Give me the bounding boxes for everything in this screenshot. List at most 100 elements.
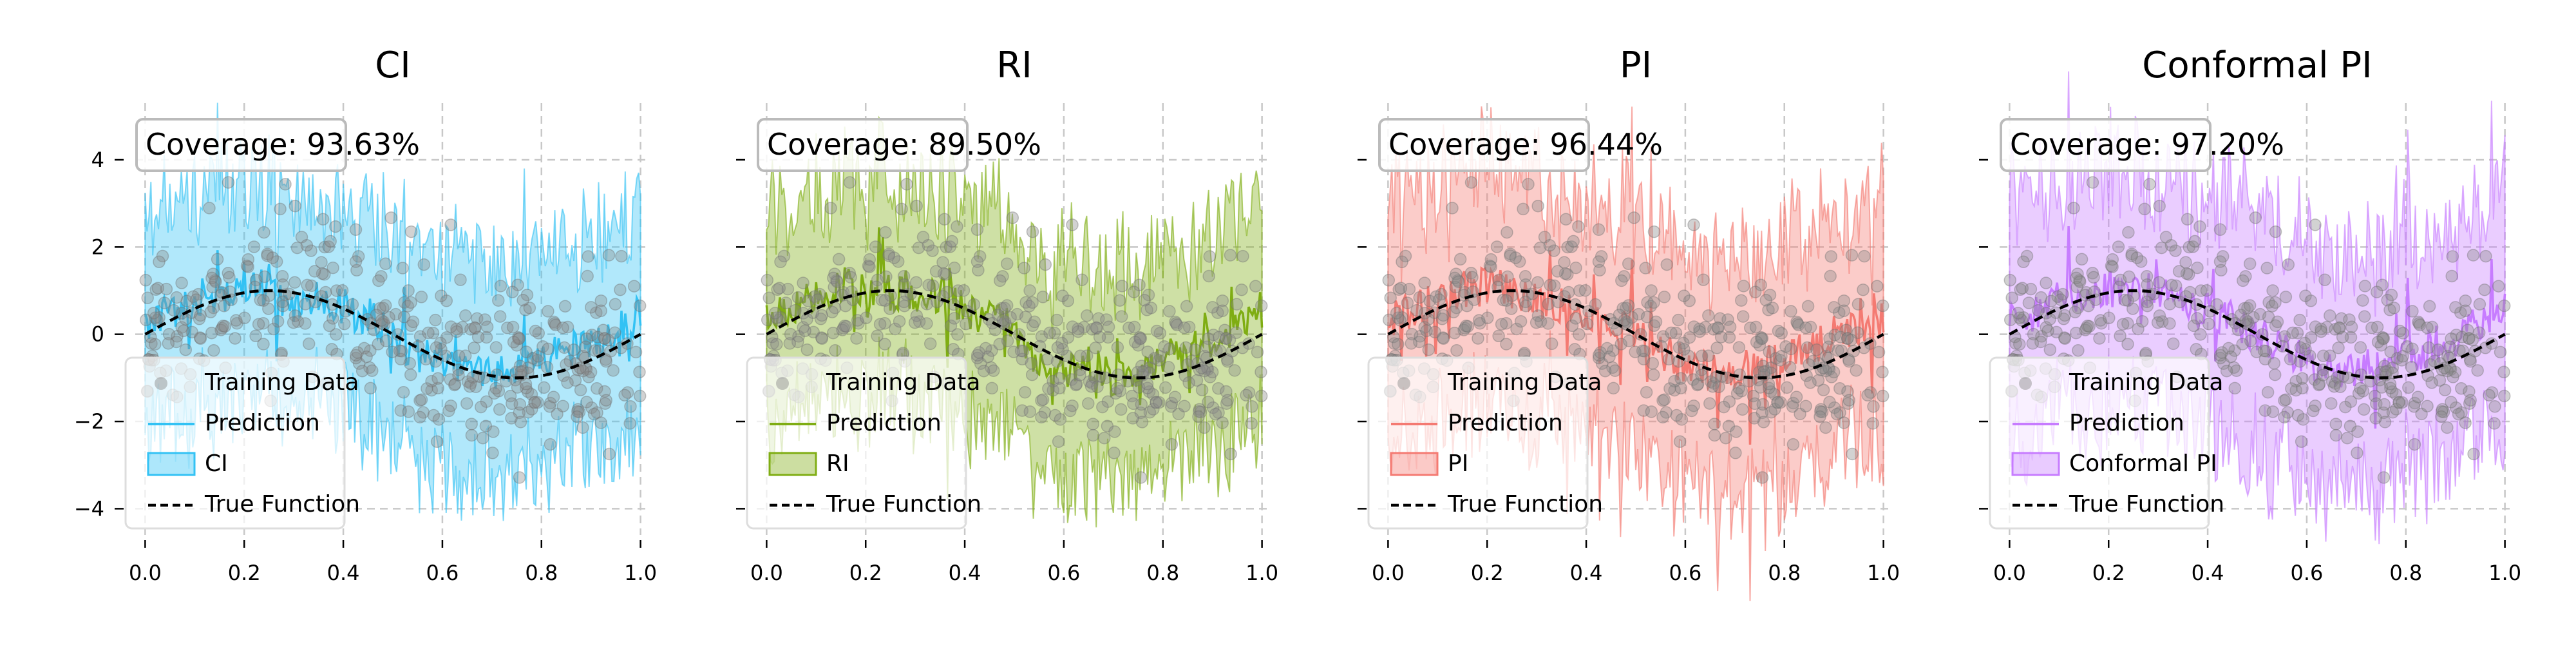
training-point (218, 299, 231, 313)
training-point (1842, 353, 1855, 366)
training-point (882, 247, 896, 260)
training-point (2105, 259, 2118, 273)
training-point (417, 406, 430, 419)
training-point (1561, 240, 1574, 254)
training-point (1221, 355, 1234, 368)
training-point (1207, 328, 1220, 342)
training-point (1660, 258, 1674, 271)
training-point (1504, 249, 1517, 262)
training-point (1514, 314, 1528, 328)
training-point (1218, 324, 1231, 336)
training-point (987, 364, 1000, 377)
training-point (2386, 361, 2400, 374)
training-point (1832, 344, 1844, 357)
training-point (1876, 389, 1889, 403)
panel-title: RI (996, 44, 1032, 86)
training-point (2463, 353, 2477, 366)
training-point (505, 412, 518, 425)
training-point (2194, 284, 2208, 297)
training-point (2130, 251, 2144, 264)
training-point (1538, 231, 1551, 244)
training-point (360, 350, 373, 363)
training-point (1235, 283, 1248, 296)
training-point (1567, 235, 1580, 248)
training-point (1189, 343, 1202, 356)
training-point (422, 326, 435, 340)
training-point (426, 326, 440, 340)
training-point (2289, 383, 2302, 397)
training-point (2013, 311, 2026, 324)
training-point (2016, 282, 2029, 295)
training-point (1202, 332, 1215, 345)
training-point (576, 364, 589, 378)
legend-label-3: True Function (826, 491, 981, 517)
training-point (1414, 330, 1426, 343)
training-point (627, 280, 641, 293)
training-point (1833, 382, 1846, 395)
training-point (1396, 311, 1408, 324)
training-point (1748, 397, 1761, 410)
training-point (1775, 350, 1788, 363)
training-point (1509, 251, 1522, 264)
training-point (170, 291, 184, 304)
training-point (2316, 349, 2330, 362)
training-point (1086, 429, 1100, 442)
training-point (947, 343, 960, 356)
x-tick-label-3: 0.6 (1669, 561, 1701, 585)
x-tick-label-0: 0.0 (1993, 561, 2026, 585)
training-point (1519, 295, 1532, 309)
training-point (1193, 403, 1206, 416)
training-point (2459, 304, 2472, 318)
training-point (2155, 315, 2169, 328)
training-point (2376, 333, 2389, 345)
training-point (1490, 240, 1504, 253)
training-point (1580, 317, 1594, 331)
training-point (1133, 333, 1146, 345)
training-point (349, 349, 363, 362)
training-point (1663, 382, 1676, 395)
training-point (2485, 386, 2499, 399)
training-point (2132, 322, 2145, 336)
training-point (784, 327, 797, 341)
training-point (506, 397, 518, 410)
training-point (947, 298, 960, 311)
training-point (379, 334, 393, 347)
training-point (1707, 377, 1720, 390)
training-point (519, 304, 532, 316)
training-point (1437, 332, 1450, 345)
training-point (633, 299, 647, 313)
training-point (270, 255, 283, 268)
coverage-text: Coverage: 96.44% (1388, 127, 1663, 162)
training-point (2433, 374, 2447, 387)
training-point (2079, 286, 2093, 299)
training-point (981, 350, 994, 363)
training-point (394, 352, 408, 366)
training-point (594, 294, 608, 307)
training-point (2279, 393, 2293, 406)
training-point (1016, 404, 1029, 417)
training-point (370, 308, 383, 322)
training-point (828, 280, 840, 294)
training-point (513, 360, 527, 372)
training-point (2423, 300, 2436, 313)
training-point (843, 267, 857, 280)
training-point (435, 289, 448, 302)
training-point (1603, 350, 1616, 363)
training-point (916, 231, 930, 244)
legend-label-2: PI (1448, 450, 1468, 477)
training-point (1007, 345, 1020, 358)
training-point (2043, 313, 2056, 326)
training-point (1457, 324, 1470, 336)
training-point (156, 249, 169, 263)
training-point (1200, 340, 1214, 354)
training-point (2374, 339, 2388, 352)
training-point (2056, 287, 2069, 301)
training-point (475, 400, 488, 414)
training-point (522, 405, 535, 419)
training-point (1709, 371, 1722, 384)
training-point (839, 299, 852, 313)
training-point (1108, 447, 1121, 459)
training-point (1195, 383, 1209, 396)
coverage-text: Coverage: 89.50% (767, 127, 1041, 162)
